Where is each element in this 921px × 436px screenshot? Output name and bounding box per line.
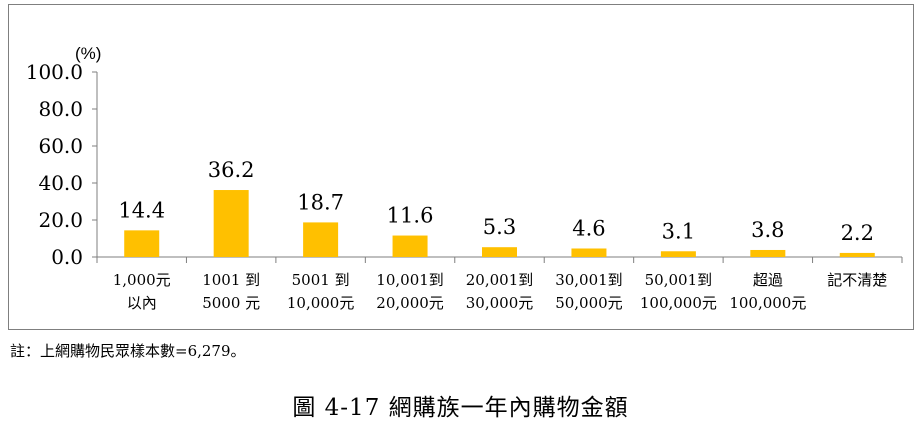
bar — [571, 248, 607, 257]
figure-caption: 圖 4-17 網購族一年內購物金額 — [292, 395, 629, 421]
x-tick-label: 10,000元 — [287, 294, 355, 312]
x-tick-label: 以內 — [127, 294, 157, 312]
data-label: 3.8 — [751, 218, 784, 242]
x-tick-label: 1001 到 — [202, 271, 260, 289]
sample-size-note: 註：上網購物民眾樣本數=6,279。 — [10, 342, 246, 360]
y-unit-label: (%) — [75, 44, 101, 63]
x-tick-label: 30,001到 — [555, 271, 623, 289]
data-label: 4.6 — [572, 216, 605, 240]
x-tick-label: 5000 元 — [202, 294, 260, 312]
bar — [482, 247, 517, 257]
x-tick-label: 1,000元 — [113, 271, 171, 289]
data-label: 2.2 — [841, 221, 874, 245]
y-tick-label: 20.0 — [38, 208, 83, 232]
data-label: 3.1 — [662, 219, 695, 243]
x-tick-label: 20,001到 — [466, 271, 534, 289]
bar — [750, 249, 786, 257]
x-tick-label: 10,001到 — [376, 271, 444, 289]
y-tick-label: 0.0 — [51, 245, 83, 269]
bar — [124, 230, 160, 257]
bar — [839, 252, 875, 257]
x-tick-label: 50,000元 — [555, 294, 623, 312]
y-tick-label: 80.0 — [38, 97, 83, 121]
data-label: 14.4 — [118, 198, 165, 222]
bar — [303, 222, 339, 257]
x-tick-label: 超過 — [753, 271, 783, 289]
bar — [392, 235, 428, 257]
x-tick-label: 20,000元 — [376, 294, 444, 312]
x-tick-label: 100,000元 — [640, 294, 717, 312]
data-label: 18.7 — [297, 190, 344, 214]
y-tick-label: 100.0 — [26, 60, 83, 84]
x-tick-label: 100,000元 — [729, 294, 806, 312]
data-label: 36.2 — [208, 158, 255, 182]
chart-frame: 0.0 20.0 40.0 60.0 80.0 100.0 (%) 14.4 1,000元 以內 3… — [8, 4, 914, 330]
y-tick-label: 40.0 — [38, 171, 83, 195]
x-tick-label: 記不清楚 — [827, 271, 887, 289]
y-tick-label: 60.0 — [38, 134, 83, 158]
x-tick-label: 5001 到 — [292, 271, 350, 289]
x-tick-label: 30,000元 — [466, 294, 534, 312]
data-label: 5.3 — [483, 215, 516, 239]
bar — [213, 190, 249, 257]
data-label: 11.6 — [387, 204, 434, 228]
bar — [660, 251, 696, 257]
x-tick-label: 50,001到 — [645, 271, 713, 289]
